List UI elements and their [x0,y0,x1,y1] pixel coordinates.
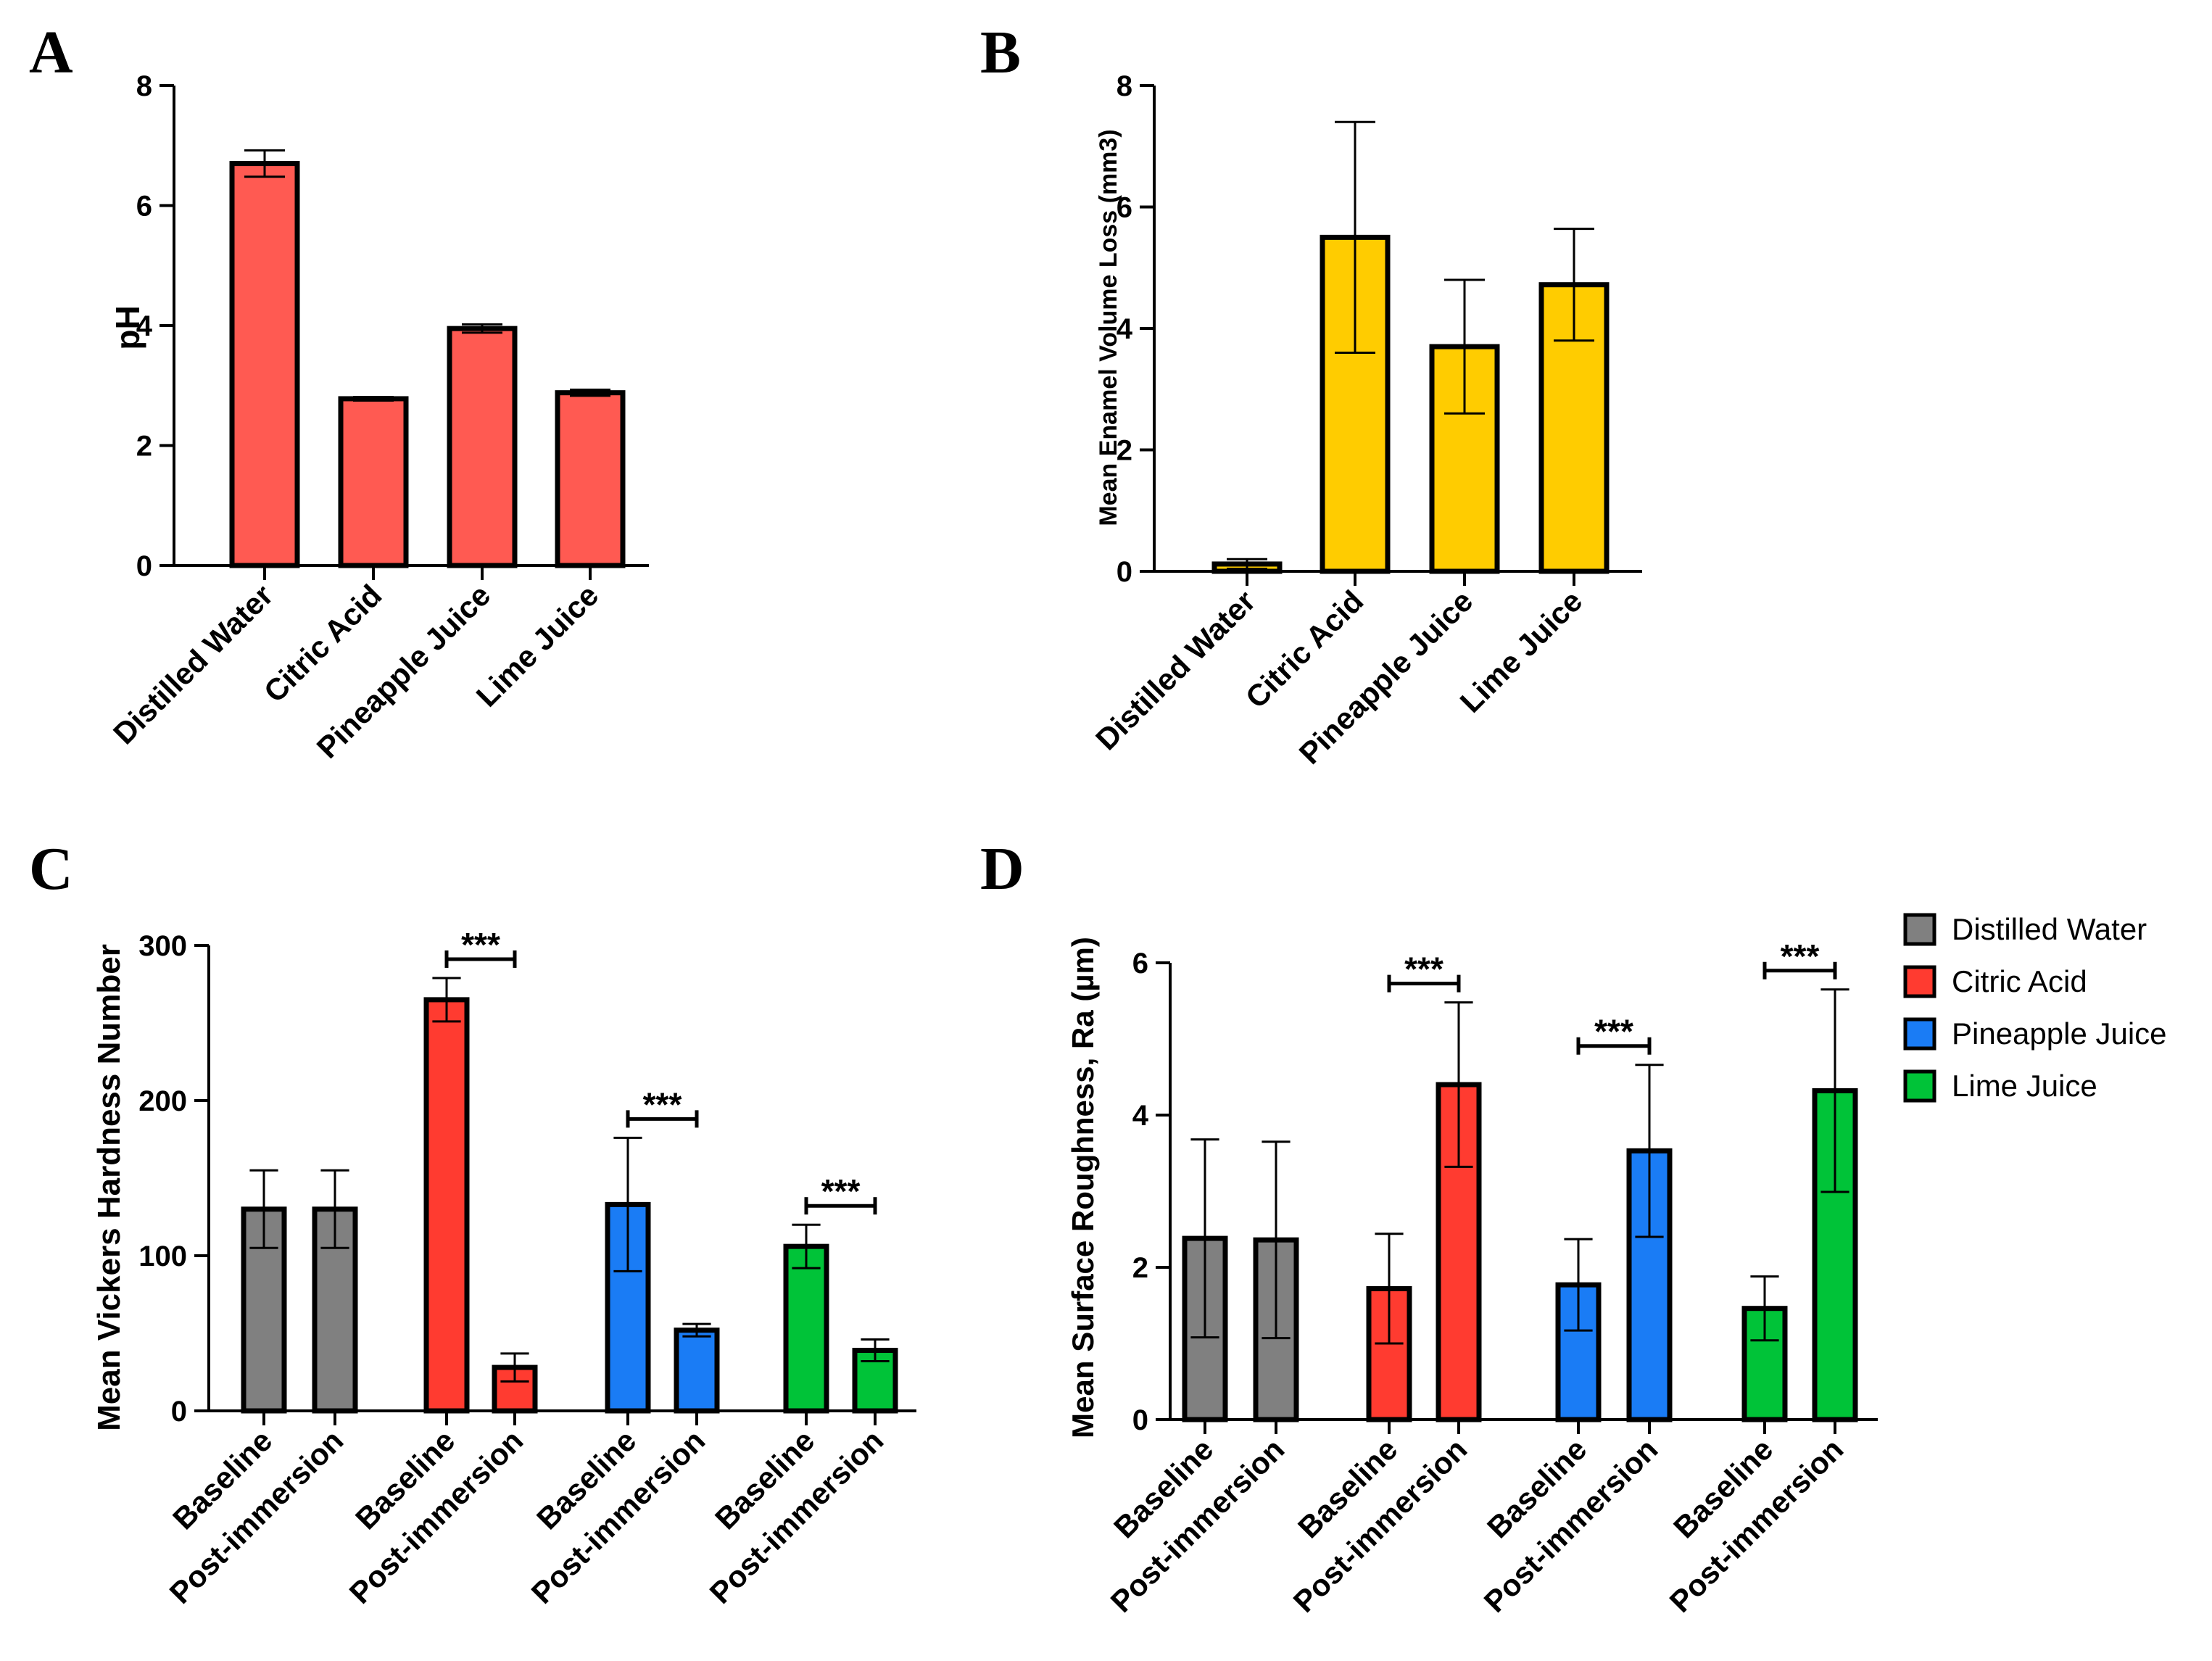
legend-swatch-citric-acid [1903,965,1936,998]
significance-label-d-pineapple-juice: *** [1594,1013,1633,1051]
y-tick-label-d-2: 2 [1132,1252,1148,1284]
y-tick-label-c-200: 200 [138,1085,187,1117]
bar-c-citric-acid-baseline [423,997,470,1414]
legend-swatch-lime-juice [1903,1069,1936,1103]
y-tick-label-c-100: 100 [138,1240,187,1272]
legend: Distilled Water Citric Acid Pineapple Ju… [1903,912,2167,1103]
y-axis-label-d: Mean Surface Roughness, Ra (µm) [1066,937,1100,1438]
y-tick-label-a-2: 2 [136,431,152,463]
significance-label-d-lime-juice: *** [1781,937,1820,975]
y-tick-label-a-6: 6 [136,191,152,223]
legend-swatch-distilled-water [1903,913,1936,946]
legend-label-distilled-water: Distilled Water [1952,912,2147,946]
y-tick-label-b-0: 0 [1117,556,1132,588]
x-tick-label-b-distilled-water-0: Distilled Water [1089,584,1262,756]
y-tick-label-d-0: 0 [1132,1404,1148,1436]
significance-label-d-citric-acid: *** [1404,950,1443,988]
y-tick-label-d-6: 6 [1132,948,1148,979]
bar-a-distilled-water [229,161,300,568]
bar-a-citric-acid [338,396,409,568]
significance-label-c-lime-juice: *** [821,1172,861,1210]
y-axis-label-c: Mean Vickers Hardness Number [91,944,127,1431]
y-axis-label-b: Mean Enamel Volume Loss (mm3) [1095,129,1122,526]
bar-c-lime-juice-baseline [783,1243,829,1414]
legend-swatch-pineapple-juice [1903,1017,1936,1051]
panel-label-c: C [29,835,73,903]
y-tick-label-a-8: 8 [136,70,152,102]
y-tick-label-a-4: 4 [136,310,153,342]
significance-label-c-pineapple-juice: *** [643,1085,682,1123]
bar-a-lime-juice [555,390,626,568]
y-tick-label-b-8: 8 [1117,70,1132,102]
y-tick-label-d-4: 4 [1132,1100,1149,1132]
panel-label-a: A [29,19,73,86]
legend-label-lime-juice: Lime Juice [1952,1069,2097,1103]
y-axis-label-a: pH [109,305,146,349]
legend-label-citric-acid: Citric Acid [1952,964,2087,998]
x-tick-label-a-distilled-water-0: Distilled Water [107,578,279,750]
y-tick-label-a-0: 0 [136,550,152,582]
y-tick-label-b-6: 6 [1117,192,1132,224]
significance-label-c-citric-acid: *** [461,926,500,964]
y-tick-label-b-4: 4 [1117,313,1133,345]
legend-label-pineapple-juice: Pineapple Juice [1952,1016,2167,1051]
bar-c-pineapple-juice-post-immersion [674,1327,720,1414]
panel-label-b: B [980,19,1021,86]
panel-label-d: D [980,835,1024,903]
chart-c-plot: 0100200300BaselinePost-immersionBaseline… [138,926,916,1610]
y-tick-label-c-300: 300 [138,930,187,962]
y-tick-label-c-0: 0 [171,1396,187,1428]
bar-a-pineapple-juice [447,326,518,568]
y-tick-label-b-2: 2 [1117,435,1132,467]
